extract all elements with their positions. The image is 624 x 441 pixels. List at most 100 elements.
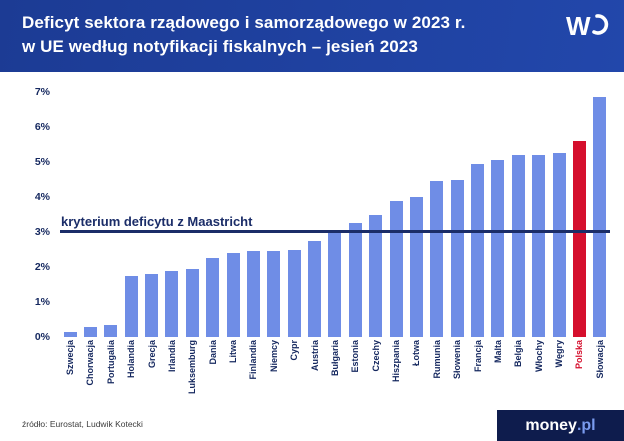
bar-slot: Francja xyxy=(468,92,488,372)
x-axis-label: Belgia xyxy=(513,340,524,368)
bar-slot: Austria xyxy=(305,92,325,371)
bar-slot: Węgry xyxy=(549,92,569,368)
bar xyxy=(389,200,403,337)
bar-slot: Szwecja xyxy=(60,92,80,375)
x-axis-label: Bułgaria xyxy=(329,340,340,377)
bar xyxy=(430,181,444,337)
bar xyxy=(63,331,77,337)
x-axis-label: Szwecja xyxy=(65,340,75,376)
y-tick-label: 4% xyxy=(34,191,50,203)
y-tick-label: 1% xyxy=(34,296,50,308)
y-tick-label: 7% xyxy=(34,86,50,98)
plot-area: Szwecja Chorwacja Portugalia Holandia Grecja… xyxy=(60,92,610,394)
bar-slot: Cypr xyxy=(284,92,304,361)
bar xyxy=(491,160,505,337)
bar xyxy=(471,163,484,337)
bar xyxy=(532,155,546,337)
bar xyxy=(226,253,240,337)
bar xyxy=(369,214,383,337)
bar xyxy=(511,155,525,337)
x-axis-label: Polska xyxy=(574,340,585,370)
y-tick-label: 3% xyxy=(34,226,50,238)
x-axis-label: Rumunia xyxy=(431,340,442,379)
bar-slot: Litwa xyxy=(223,92,243,363)
bar-slot: Dania xyxy=(203,92,223,365)
bar xyxy=(308,240,321,337)
bar-slot: Hiszpania xyxy=(386,92,406,382)
x-axis-label: Włochy xyxy=(533,340,544,373)
x-axis-label: Francja xyxy=(472,340,483,373)
maastricht-reference-label: kryterium deficytu z Maastricht xyxy=(61,214,253,229)
bar-slot: Niemcy xyxy=(264,92,284,372)
x-axis-label: Portugalia xyxy=(105,340,116,385)
x-axis-label: Finlandia xyxy=(248,340,259,380)
bar-slot: Portugalia xyxy=(101,92,121,384)
bar xyxy=(185,268,199,337)
bar-slot: Irlandia xyxy=(162,92,182,372)
bar xyxy=(450,179,464,337)
x-axis-label: Grecja xyxy=(146,340,157,369)
x-axis-label: Irlandia xyxy=(166,340,177,373)
bar xyxy=(124,275,138,337)
title-line-1: Deficyt sektora rządowego i samorządoweg… xyxy=(22,13,466,32)
bars: Szwecja Chorwacja Portugalia Holandia Grecja… xyxy=(60,92,610,394)
bar xyxy=(83,326,97,337)
x-axis-label: Słowenia xyxy=(452,340,463,380)
title-line-2: w UE według notyfikacji fiskalnych – jes… xyxy=(22,36,418,56)
x-axis-label: Słowacja xyxy=(594,340,605,379)
bar xyxy=(165,270,179,337)
wp-logo-icon: W xyxy=(566,10,612,42)
x-axis-label: Dania xyxy=(207,340,218,365)
source-text: źródło: Eurostat, Ludwik Kotecki xyxy=(22,419,143,429)
x-axis-label: Hiszpania xyxy=(391,340,401,383)
x-axis-label: Łotwa xyxy=(411,340,422,366)
bar xyxy=(104,324,118,337)
bar-slot: Słowacja xyxy=(590,92,610,379)
x-axis-label: Węgry xyxy=(554,340,564,368)
maastricht-reference-line xyxy=(60,230,610,233)
bar-slot: Łotwa xyxy=(406,92,426,366)
moneypl-logo: money .pl xyxy=(497,410,624,441)
bar xyxy=(348,223,362,337)
bar-slot: Rumunia xyxy=(427,92,447,379)
bar-slot: Bułgaria xyxy=(325,92,345,376)
bar-slot: Belgia xyxy=(508,92,528,367)
bar-slot: Czechy xyxy=(366,92,386,372)
moneypl-logo-pl: .pl xyxy=(576,416,596,434)
bar xyxy=(287,249,301,337)
y-tick-label: 5% xyxy=(34,156,50,168)
y-tick-label: 2% xyxy=(34,261,50,273)
bar-slot: Estonia xyxy=(345,92,365,373)
svg-text:W: W xyxy=(566,11,591,41)
bar-chart: 0% 1% 2% 3% 4% 5% 6% 7% Szwecja Chorwacja Portuga… xyxy=(0,78,624,441)
bar-slot: Słowenia xyxy=(447,92,467,379)
bar xyxy=(552,153,566,337)
x-axis-label: Niemcy xyxy=(268,340,279,373)
x-axis-label: Malta xyxy=(492,340,503,364)
bar xyxy=(267,251,281,337)
y-tick-label: 6% xyxy=(34,121,50,133)
x-axis-label: Estonia xyxy=(350,340,361,373)
x-axis-label: Austria xyxy=(309,340,320,372)
bar xyxy=(328,230,342,337)
x-axis-label: Luksemburg xyxy=(187,340,198,395)
bar-slot: Malta xyxy=(488,92,508,363)
bar-slot: Polska xyxy=(569,92,589,369)
bar-slot: Grecja xyxy=(142,92,162,368)
bar xyxy=(246,251,260,337)
y-axis: 0% 1% 2% 3% 4% 5% 6% 7% xyxy=(24,86,56,343)
x-axis-label: Holandia xyxy=(126,340,137,379)
bar-slot: Włochy xyxy=(529,92,549,372)
x-axis-label: Cypr xyxy=(289,340,300,361)
x-axis-label: Chorwacja xyxy=(85,340,96,386)
bar xyxy=(593,97,607,337)
bar-slot: Luksemburg xyxy=(182,92,202,394)
bar-slot: Chorwacja xyxy=(80,92,100,386)
bar xyxy=(409,197,423,337)
bar-slot: Holandia xyxy=(121,92,141,378)
bar xyxy=(145,274,158,337)
bar-polska-highlight xyxy=(572,141,586,337)
bar xyxy=(206,258,220,337)
x-axis-label: Litwa xyxy=(228,340,238,364)
moneypl-logo-money: money xyxy=(525,416,577,434)
